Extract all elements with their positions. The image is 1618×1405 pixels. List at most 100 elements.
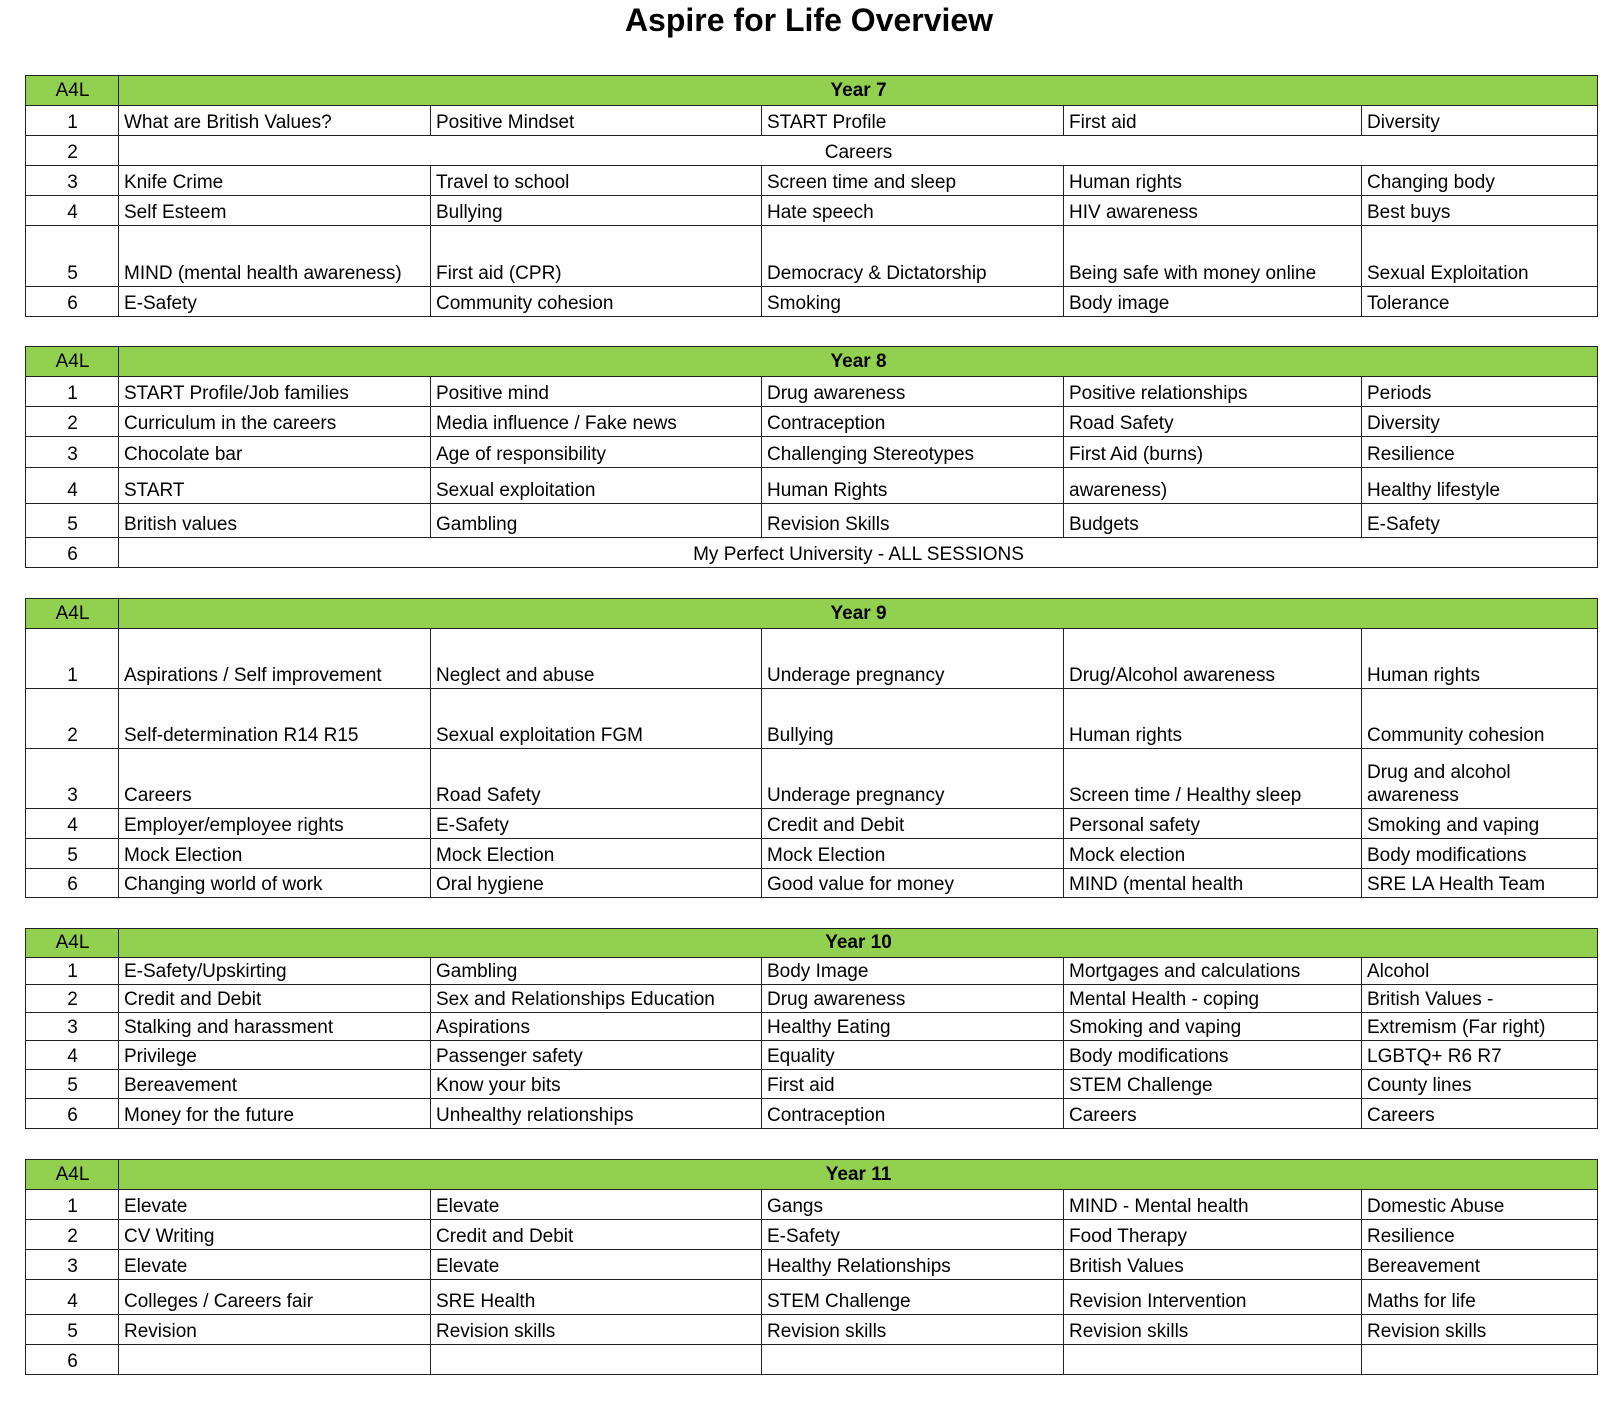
- topic-cell: [1360, 1344, 1599, 1375]
- topic-cell: Being safe with money online: [1063, 225, 1362, 287]
- table-row: 3 Chocolate bar Age of responsibility Chall…: [25, 436, 1599, 468]
- topic-cell: First aid: [1063, 105, 1362, 136]
- merged-topic-cell: Careers: [117, 135, 1599, 166]
- table-row: 1 What are British Values? Positive Mindse…: [25, 105, 1599, 136]
- topic-cell: Domestic Abuse: [1360, 1189, 1599, 1220]
- header-label: A4L: [25, 598, 119, 629]
- topic-cell: Smoking and vaping: [1063, 1012, 1362, 1041]
- topic-cell: Revision skills: [1063, 1314, 1362, 1345]
- topic-cell: Elevate: [430, 1189, 762, 1220]
- session-number: 2: [25, 688, 119, 749]
- topic-cell: Mock Election: [118, 838, 431, 869]
- table-row: 2 CV Writing Credit and Debit E-Safety Food …: [25, 1219, 1599, 1250]
- topic-cell: CV Writing: [118, 1219, 431, 1250]
- topic-cell: Drug/Alcohol awareness: [1063, 628, 1362, 689]
- topic-cell: Neglect and abuse: [430, 628, 762, 689]
- topic-cell: SRE Health: [430, 1279, 762, 1315]
- topic-cell: Careers: [118, 748, 431, 809]
- table-row: 3 Careers Road Safety Underage pregnancy Scr…: [25, 748, 1599, 809]
- topic-cell: Positive mind: [430, 376, 762, 407]
- session-number: 2: [25, 406, 119, 437]
- topic-cell: Healthy lifestyle: [1360, 467, 1599, 504]
- session-number: 6: [25, 286, 119, 317]
- table-row: 5 Mock Election Mock Election Mock Election…: [25, 838, 1599, 869]
- topic-cell: Gangs: [761, 1189, 1064, 1220]
- session-number: 4: [25, 1040, 119, 1070]
- topic-cell: Alcohol: [1360, 957, 1599, 985]
- year-title: Year 7: [117, 75, 1599, 106]
- topic-cell: Healthy Relationships: [761, 1249, 1064, 1280]
- topic-cell: Positive relationships: [1063, 376, 1362, 407]
- topic-cell: Positive Mindset: [430, 105, 762, 136]
- topic-cell: Chocolate bar: [118, 436, 431, 468]
- session-number: 6: [25, 868, 119, 898]
- topic-cell: MIND - Mental health: [1063, 1189, 1362, 1220]
- topic-cell: Passenger safety: [430, 1040, 762, 1070]
- session-number: 4: [25, 1279, 119, 1315]
- topic-cell: Underage pregnancy: [761, 628, 1064, 689]
- table-row: 5 MIND (mental health awareness) First aid…: [25, 225, 1599, 287]
- topic-cell: Mock Election: [761, 838, 1064, 869]
- topic-cell: British values: [118, 503, 431, 538]
- year-title: Year 9: [117, 598, 1599, 629]
- topic-cell: START Profile/Job families: [118, 376, 431, 407]
- topic-cell: Changing body: [1360, 165, 1599, 196]
- topic-cell: Drug awareness: [761, 984, 1064, 1013]
- table-row: 4 START Sexual exploitation Human Rights awa…: [25, 467, 1599, 504]
- table-row: 2 Careers: [25, 135, 1599, 166]
- topic-cell: awareness): [1063, 467, 1362, 504]
- topic-cell: E-Safety: [761, 1219, 1064, 1250]
- topic-cell: Challenging Stereotypes: [761, 436, 1064, 468]
- topic-cell: E-Safety/Upskirting: [118, 957, 431, 985]
- topic-cell: Bullying: [430, 195, 762, 226]
- topic-cell: Screen time / Healthy sleep: [1063, 748, 1362, 809]
- topic-cell: HIV awareness: [1063, 195, 1362, 226]
- topic-cell: Oral hygiene: [430, 868, 762, 898]
- session-number: 2: [25, 135, 119, 166]
- table-header-row: A4L Year 9: [25, 598, 1599, 629]
- topic-cell: Body modifications: [1360, 838, 1599, 869]
- topic-cell: Smoking: [761, 286, 1064, 317]
- year-title: Year 11: [117, 1159, 1599, 1190]
- header-label: A4L: [25, 1159, 119, 1190]
- topic-cell: Careers: [1063, 1098, 1362, 1129]
- table-row: 1 Aspirations / Self improvement Neglect a…: [25, 628, 1599, 689]
- topic-cell: STEM Challenge: [761, 1279, 1064, 1315]
- topic-cell: British Values -: [1360, 984, 1599, 1013]
- table-row: 2 Credit and Debit Sex and Relationships E…: [25, 984, 1599, 1013]
- topic-cell: Human rights: [1063, 165, 1362, 196]
- topic-cell: Elevate: [430, 1249, 762, 1280]
- topic-cell: Bullying: [761, 688, 1064, 749]
- topic-cell: E-Safety: [1360, 503, 1599, 538]
- topic-cell: Road Safety: [430, 748, 762, 809]
- topic-cell: Gambling: [430, 503, 762, 538]
- table-row: 3 Stalking and harassment Aspirations Healt…: [25, 1012, 1599, 1041]
- topic-cell: START: [118, 467, 431, 504]
- topic-cell: Budgets: [1063, 503, 1362, 538]
- table-row: 5 British values Gambling Revision Skills Bu…: [25, 503, 1599, 538]
- year-table: A4L Year 11 1 Elevate Elevate Gangs MIND - Men…: [25, 1159, 1599, 1375]
- topic-cell: SRE LA Health Team: [1360, 868, 1599, 898]
- topic-cell: Aspirations: [430, 1012, 762, 1041]
- year-table: A4L Year 7 1 What are British Values? Positi…: [25, 75, 1599, 317]
- topic-cell: MIND (mental health awareness): [118, 225, 431, 287]
- session-number: 6: [25, 1344, 119, 1375]
- topic-cell: Revision: [118, 1314, 431, 1345]
- topic-cell: Resilience: [1360, 436, 1599, 468]
- topic-cell: Sex and Relationships Education: [430, 984, 762, 1013]
- topic-cell: Hate speech: [761, 195, 1064, 226]
- topic-cell: Body Image: [761, 957, 1064, 985]
- topic-cell: Revision Intervention: [1063, 1279, 1362, 1315]
- topic-cell: Diversity: [1360, 406, 1599, 437]
- session-number: 5: [25, 225, 119, 287]
- topic-cell: Smoking and vaping: [1360, 808, 1599, 839]
- topic-cell: Tolerance: [1360, 286, 1599, 317]
- topic-cell: Maths for life: [1360, 1279, 1599, 1315]
- topic-cell: Mock election: [1063, 838, 1362, 869]
- session-number: 1: [25, 628, 119, 689]
- topic-cell: Know your bits: [430, 1069, 762, 1099]
- topic-cell: Careers: [1360, 1098, 1599, 1129]
- topic-cell: Colleges / Careers fair: [118, 1279, 431, 1315]
- topic-cell: First Aid (burns): [1063, 436, 1362, 468]
- topic-cell: Sexual exploitation FGM: [430, 688, 762, 749]
